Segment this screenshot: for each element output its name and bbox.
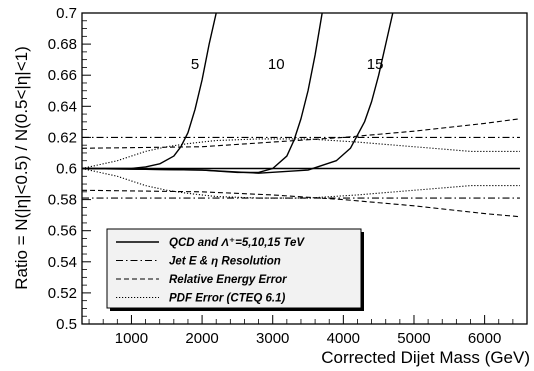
series-line-9-dotted: [82, 167, 520, 199]
x-tick-label: 6000: [468, 330, 501, 347]
legend-label: Jet E & η Resolution: [169, 256, 281, 268]
curve-label-5: 5: [191, 56, 199, 73]
y-tick-label: 0.62: [48, 129, 77, 146]
legend: QCD and Λ⁺=5,10,15 TeV Jet E & η Resoluti…: [106, 228, 364, 311]
y-axis-title: Ratio = N(|η|<0.5) / N(0.5<|η|<1): [12, 46, 31, 290]
series-line-3-solid: [82, 13, 394, 174]
x-tick-label: 2000: [185, 330, 218, 347]
ticks-layer: 1000 2000 3000 4000 5000 6000 0.5 0.52 0.54 0.56 0…: [48, 5, 514, 347]
series-line-2-solid: [82, 13, 323, 174]
annotation-layer: 5 10 15: [191, 56, 384, 73]
x-tick-label: 4000: [327, 330, 360, 347]
legend-label: QCD and Λ⁺=5,10,15 TeV: [169, 237, 305, 249]
y-tick-label: 0.68: [48, 36, 77, 53]
curve-label-15: 15: [367, 56, 384, 73]
legend-label: Relative Energy Error: [169, 274, 287, 286]
y-tick-label: 0.6: [56, 161, 77, 178]
y-tick-label: 0.66: [48, 67, 77, 84]
y-tick-label: 0.54: [48, 254, 77, 271]
y-tick-label: 0.64: [48, 98, 77, 115]
x-tick-label: 3000: [256, 330, 289, 347]
y-tick-label: 0.56: [48, 223, 77, 240]
x-axis-title: Corrected Dijet Mass (GeV): [321, 348, 530, 367]
series-line-1-solid: [82, 13, 217, 170]
x-tick-label: 1000: [115, 330, 148, 347]
y-tick-label: 0.7: [56, 5, 77, 22]
x-tick-label: 5000: [397, 330, 430, 347]
y-tick-label: 0.52: [48, 285, 77, 302]
series-line-8-dotted: [82, 138, 520, 170]
series-line-7-dashed: [82, 189, 520, 218]
curve-label-10: 10: [268, 56, 285, 73]
series-layer: [82, 13, 521, 218]
series-line-6-dashed: [82, 118, 521, 149]
y-tick-label: 0.5: [56, 316, 77, 333]
legend-label: PDF Error (CTEQ 6.1): [169, 293, 285, 305]
y-tick-label: 0.58: [48, 192, 77, 209]
